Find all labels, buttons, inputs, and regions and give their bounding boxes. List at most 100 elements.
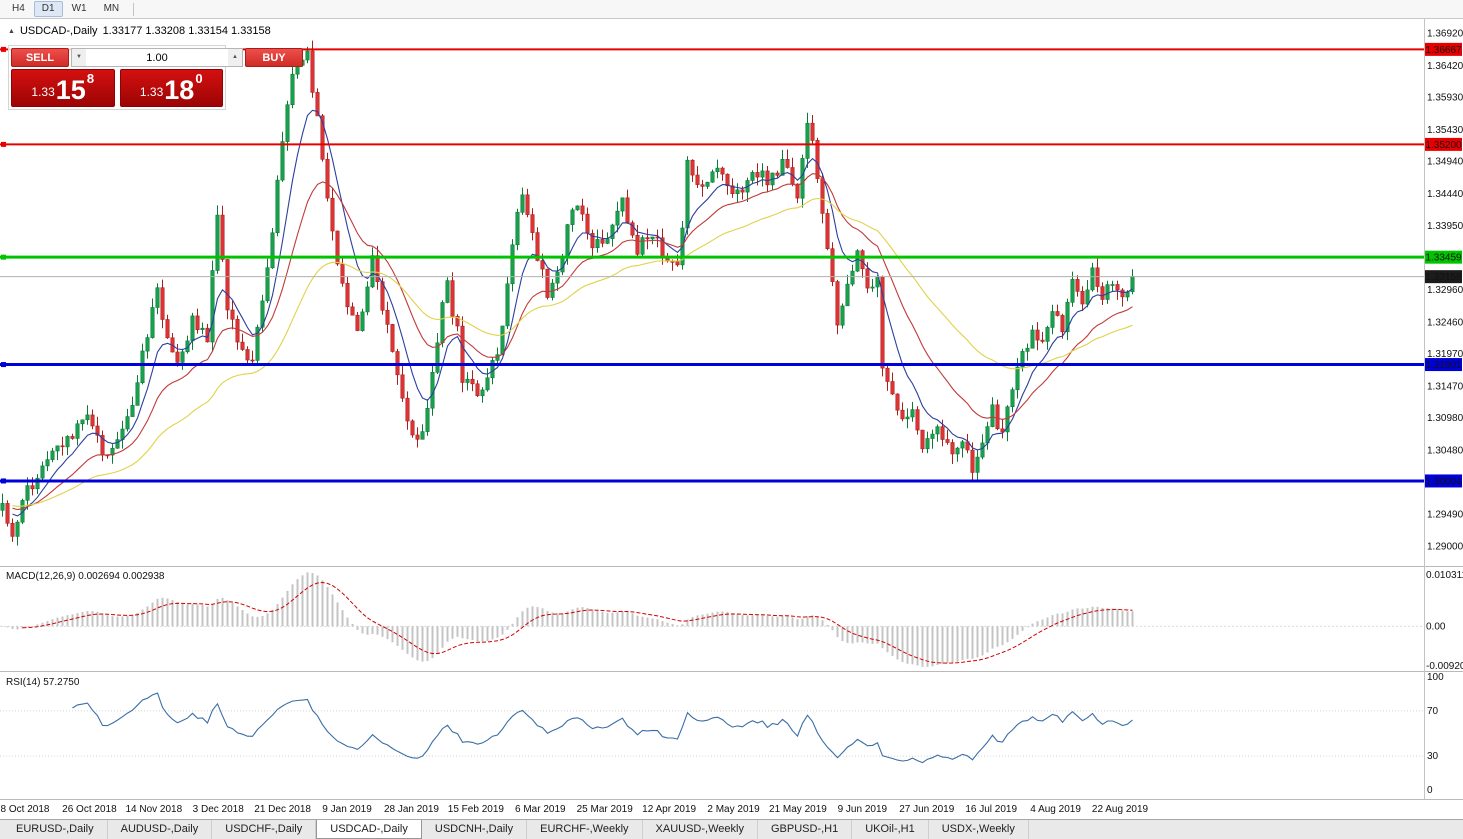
macd-pane: MACD(12,26,9) 0.002694 0.002938 0.010311 0… bbox=[0, 570, 1463, 672]
timeframe-button-w1[interactable]: W1 bbox=[71, 3, 87, 14]
macd-label: MACD(12,26,9) 0.002694 0.002938 bbox=[6, 571, 165, 582]
svg-text:1.30004: 1.30004 bbox=[1425, 476, 1462, 487]
svg-text:1.30980: 1.30980 bbox=[1427, 413, 1463, 424]
sell-price-display[interactable]: 1.33 15 8 bbox=[11, 69, 115, 107]
svg-text:1.31801: 1.31801 bbox=[1425, 360, 1462, 371]
svg-text:9 Jan 2019: 9 Jan 2019 bbox=[322, 804, 372, 815]
svg-text:3 Dec 2018: 3 Dec 2018 bbox=[193, 804, 245, 815]
horizontal-levels-group: 1.366671.352001.334591.318011.300041.331… bbox=[0, 42, 1462, 488]
chart-tab-bar: EURUSD-,Daily AUDUSD-,Daily USDCHF-,Daily U… bbox=[0, 819, 1463, 839]
svg-text:1.34940: 1.34940 bbox=[1427, 157, 1463, 168]
trade-controls-row: SELL ▼ ▲ BUY bbox=[11, 48, 303, 67]
svg-text:-0.0092033: -0.0092033 bbox=[1426, 661, 1463, 672]
timeframe-button-d1[interactable]: D1 bbox=[33, 1, 63, 17]
moving-averages-group bbox=[12, 109, 1133, 517]
timeframe-button-group: H4 D1 W1 MN bbox=[4, 1, 127, 17]
svg-text:0.00: 0.00 bbox=[1426, 621, 1446, 632]
tab-eurusd-daily[interactable]: EURUSD-,Daily bbox=[3, 820, 108, 839]
fast-ma-line bbox=[12, 109, 1133, 517]
timeframe-toolbar: H4 D1 W1 MN bbox=[0, 0, 1463, 19]
svg-text:1.36920: 1.36920 bbox=[1427, 28, 1463, 39]
svg-text:1.31470: 1.31470 bbox=[1427, 381, 1463, 392]
volume-control: ▼ ▲ bbox=[71, 48, 243, 67]
svg-text:22 Aug 2019: 22 Aug 2019 bbox=[1092, 804, 1149, 815]
svg-text:25 Mar 2019: 25 Mar 2019 bbox=[577, 804, 634, 815]
svg-text:28 Jan 2019: 28 Jan 2019 bbox=[384, 804, 439, 815]
chart-marker-icon: ▲ bbox=[8, 27, 15, 35]
svg-text:1.35430: 1.35430 bbox=[1427, 125, 1463, 136]
svg-text:100: 100 bbox=[1427, 672, 1444, 683]
tab-ukoil-h1[interactable]: UKOil-,H1 bbox=[852, 820, 929, 839]
svg-text:2 May 2019: 2 May 2019 bbox=[707, 804, 760, 815]
toolbar-separator bbox=[133, 2, 135, 16]
sell-button[interactable]: SELL bbox=[11, 48, 69, 67]
buy-price-display[interactable]: 1.33 18 0 bbox=[119, 69, 223, 107]
svg-text:1.33950: 1.33950 bbox=[1427, 221, 1463, 232]
svg-text:30: 30 bbox=[1427, 751, 1439, 762]
svg-text:1.36667: 1.36667 bbox=[1425, 45, 1462, 56]
time-axis: 8 Oct 2018 26 Oct 2018 14 Nov 2018 3 Dec 20… bbox=[1, 804, 1149, 815]
svg-text:1.33158: 1.33158 bbox=[1425, 272, 1462, 283]
candlestick-chart-canvas[interactable]: 1.366671.352001.334591.318011.300041.331… bbox=[0, 19, 1463, 819]
svg-text:1.31970: 1.31970 bbox=[1427, 349, 1463, 360]
timeframe-button-h4[interactable]: H4 bbox=[12, 3, 25, 14]
svg-text:16 Jul 2019: 16 Jul 2019 bbox=[965, 804, 1017, 815]
trade-prices-row: 1.33 15 8 1.33 18 0 bbox=[11, 69, 223, 107]
svg-text:0.010311: 0.010311 bbox=[1426, 570, 1463, 581]
tab-xauusd-weekly[interactable]: XAUUSD-,Weekly bbox=[643, 820, 758, 839]
chart-title: ▲ USDCAD-,Daily 1.33177 1.33208 1.33154 … bbox=[8, 25, 271, 37]
svg-text:21 May 2019: 21 May 2019 bbox=[769, 804, 827, 815]
svg-text:1.30480: 1.30480 bbox=[1427, 446, 1463, 457]
svg-text:27 Jun 2019: 27 Jun 2019 bbox=[899, 804, 954, 815]
slow-ma-line bbox=[12, 197, 1133, 507]
volume-input[interactable] bbox=[86, 49, 228, 66]
svg-text:12 Apr 2019: 12 Apr 2019 bbox=[642, 804, 696, 815]
svg-text:1.35200: 1.35200 bbox=[1425, 140, 1462, 151]
chart-ohlc-values: 1.33177 1.33208 1.33154 1.33158 bbox=[102, 25, 271, 37]
sell-price-main-digits: 15 bbox=[55, 75, 86, 105]
svg-text:14 Nov 2018: 14 Nov 2018 bbox=[125, 804, 182, 815]
buy-price-main-digits: 18 bbox=[164, 75, 195, 105]
svg-text:8 Oct 2018: 8 Oct 2018 bbox=[1, 804, 50, 815]
svg-text:1.29490: 1.29490 bbox=[1427, 510, 1463, 521]
svg-text:4 Aug 2019: 4 Aug 2019 bbox=[1030, 804, 1081, 815]
svg-text:70: 70 bbox=[1427, 706, 1439, 717]
rsi-line bbox=[72, 692, 1133, 764]
tab-usdchf-daily[interactable]: USDCHF-,Daily bbox=[212, 820, 317, 839]
sell-price-pip-digit: 8 bbox=[86, 71, 95, 86]
tab-usdx-weekly[interactable]: USDX-,Weekly bbox=[929, 820, 1029, 839]
chart-symbol-label: USDCAD-,Daily bbox=[19, 25, 98, 37]
svg-text:9 Jun 2019: 9 Jun 2019 bbox=[838, 804, 888, 815]
svg-text:1.35930: 1.35930 bbox=[1427, 93, 1463, 104]
svg-text:1.29000: 1.29000 bbox=[1427, 541, 1463, 552]
buy-price-prefix: 1.33 bbox=[139, 85, 164, 99]
svg-text:1.32460: 1.32460 bbox=[1427, 317, 1463, 328]
tab-usdcad-daily[interactable]: USDCAD-,Daily bbox=[316, 820, 422, 839]
volume-increase-icon[interactable]: ▲ bbox=[228, 49, 242, 66]
sell-price-prefix: 1.33 bbox=[31, 85, 55, 99]
buy-button[interactable]: BUY bbox=[245, 48, 303, 67]
tab-eurchf-weekly[interactable]: EURCHF-,Weekly bbox=[527, 820, 643, 839]
svg-text:6 Mar 2019: 6 Mar 2019 bbox=[515, 804, 566, 815]
svg-text:15 Feb 2019: 15 Feb 2019 bbox=[448, 804, 505, 815]
timeframe-button-mn[interactable]: MN bbox=[103, 3, 120, 14]
svg-text:1.34440: 1.34440 bbox=[1427, 189, 1463, 200]
candles-group bbox=[0, 40, 1135, 546]
rsi-pane: RSI(14) 57.2750 100 70 30 0 bbox=[0, 672, 1444, 796]
macd-signal-line bbox=[22, 581, 1133, 664]
tab-usdcnh-daily[interactable]: USDCNH-,Daily bbox=[422, 820, 528, 839]
volume-decrease-icon[interactable]: ▼ bbox=[72, 49, 86, 66]
buy-price-pip-digit: 0 bbox=[195, 71, 203, 86]
svg-text:26 Oct 2018: 26 Oct 2018 bbox=[62, 804, 117, 815]
rsi-label: RSI(14) 57.2750 bbox=[6, 677, 80, 688]
svg-text:0: 0 bbox=[1427, 785, 1433, 796]
svg-text:21 Dec 2018: 21 Dec 2018 bbox=[254, 804, 311, 815]
tab-gbpusd-h1[interactable]: GBPUSD-,H1 bbox=[758, 820, 853, 839]
tab-audusd-daily[interactable]: AUDUSD-,Daily bbox=[108, 820, 213, 839]
one-click-trade-panel: SELL ▼ ▲ BUY 1.33 15 8 1.33 18 0 bbox=[8, 45, 303, 110]
price-scale: 1.36920 1.36420 1.35930 1.35430 1.34940 1.344… bbox=[1427, 28, 1463, 552]
pane-separators bbox=[0, 19, 1463, 800]
svg-text:1.32960: 1.32960 bbox=[1427, 285, 1463, 296]
svg-text:1.36420: 1.36420 bbox=[1427, 61, 1463, 72]
